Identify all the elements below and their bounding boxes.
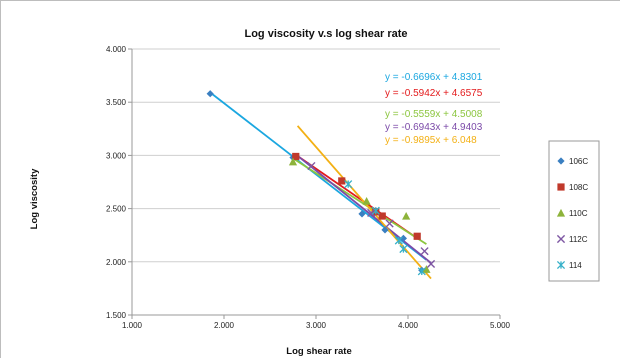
data-point [385, 219, 394, 228]
data-point [292, 152, 300, 161]
x-tick-label: 1.000 [122, 321, 143, 330]
y-tick-label: 4.000 [106, 45, 127, 54]
trend-equation: y = -0.6943x + 4.9403 [385, 122, 483, 133]
legend-entry: 114 [569, 261, 582, 270]
data-point [381, 226, 389, 234]
data-point [206, 90, 214, 98]
trend-equation: y = -0.9895x + 6.048 [385, 135, 477, 146]
legend-entry: 112C [569, 235, 588, 244]
y-tick-label: 3.500 [106, 98, 127, 107]
chart-title: Log viscosity v.s log shear rate [244, 28, 407, 40]
legend-marker [556, 260, 566, 270]
data-point [426, 259, 436, 269]
data-point [367, 208, 376, 217]
data-point [394, 236, 403, 245]
data-point [338, 177, 346, 185]
y-tick-label: 2.500 [106, 205, 127, 214]
legend-marker [557, 157, 565, 165]
data-point [307, 161, 316, 171]
x-axis-label: Log shear rate [286, 346, 351, 357]
x-tick-label: 2.000 [214, 321, 235, 330]
x-tick-label: 5.000 [490, 321, 511, 330]
legend-marker [556, 208, 566, 217]
data-point [422, 265, 431, 273]
trendline [297, 155, 432, 264]
legend-box [548, 140, 600, 282]
data-point [371, 206, 380, 215]
trendline [292, 157, 427, 245]
y-tick-label: 3.000 [106, 151, 127, 160]
data-point [344, 180, 353, 189]
data-point [288, 157, 298, 166]
y-tick-label: 1.500 [106, 311, 127, 320]
data-point [358, 210, 366, 218]
legend: 106C 108C 110C 112C 114 [548, 140, 600, 282]
data-point [378, 212, 386, 220]
x-tick-label: 4.000 [398, 321, 419, 330]
data-point [399, 234, 407, 242]
legend-entry: 110C [569, 209, 588, 218]
data-point [417, 267, 426, 276]
trendlines [209, 91, 432, 280]
x-tick-labels: 1.000 2.000 3.000 4.000 5.000 [122, 315, 511, 330]
data-point [413, 232, 421, 240]
legend-entry: 106C [569, 157, 588, 166]
trend-equation: y = -0.6696x + 4.8301 [385, 72, 483, 83]
data-points [206, 90, 436, 276]
y-axis-label: Log viscosity [29, 168, 40, 229]
y-tick-label: 2.000 [106, 258, 127, 267]
legend-marker [557, 183, 565, 191]
gridlines [128, 48, 500, 316]
x-tick-label: 3.000 [306, 321, 327, 330]
data-point [402, 211, 411, 220]
trend-equations: y = -0.6696x + 4.8301 y = -0.5942x + 4.65… [385, 72, 483, 146]
data-point [362, 197, 371, 205]
trend-equation: y = -0.5942x + 4.6575 [385, 88, 483, 99]
legend-entry: 108C [569, 183, 588, 192]
y-tick-labels: 1.500 2.000 2.500 3.000 3.500 4.000 [106, 45, 127, 320]
data-point [420, 247, 429, 256]
trend-equation: y = -0.5559x + 4.5008 [385, 109, 483, 120]
data-point [399, 244, 408, 254]
legend-marker [556, 234, 566, 244]
